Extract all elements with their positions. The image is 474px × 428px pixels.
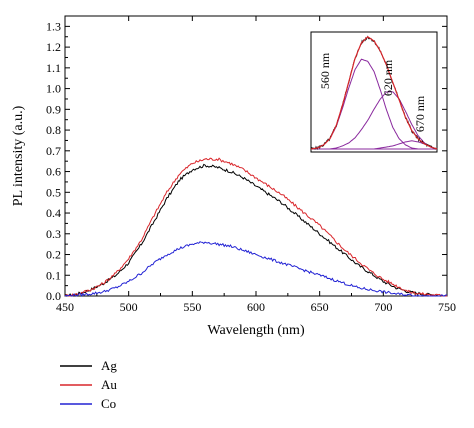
y-tick-label: 0.4 xyxy=(46,206,61,220)
series-layer xyxy=(64,157,448,297)
inset-deconvolution: 560 nm 620 nm 670 nm xyxy=(310,31,438,153)
y-tick-label: 0.5 xyxy=(46,185,61,199)
inset-peak-label-620: 620 nm xyxy=(381,59,395,96)
y-tick-label: 0.0 xyxy=(46,289,61,303)
x-tick-label: 600 xyxy=(247,300,265,314)
y-tick-label: 0.8 xyxy=(46,123,61,137)
y-tick-label: 0.7 xyxy=(46,144,61,158)
x-tick-label: 650 xyxy=(311,300,329,314)
y-tick-label: 1.0 xyxy=(46,82,61,96)
inset-envelope-curve xyxy=(310,36,438,150)
y-tick-label: 0.6 xyxy=(46,165,61,179)
y-tick-label: 0.9 xyxy=(46,102,61,116)
series-line-co xyxy=(64,241,447,297)
legend-label-ag: Ag xyxy=(101,358,117,373)
x-tick-label: 450 xyxy=(56,300,74,314)
inset-component-curve xyxy=(311,140,438,150)
inset-peak-label-560: 560 nm xyxy=(318,52,332,89)
series-line-ag xyxy=(64,163,448,297)
inset-curves xyxy=(310,35,438,150)
y-axis-title: PL intensity (a.u.) xyxy=(11,105,26,206)
y-tick-label: 1.2 xyxy=(46,40,61,54)
series-line-au xyxy=(64,157,447,297)
y-tick-label: 1.1 xyxy=(46,61,61,75)
legend-label-co: Co xyxy=(101,396,116,411)
y-tick-label: 0.3 xyxy=(46,227,61,241)
y-tick-label: 0.1 xyxy=(46,268,61,282)
x-tick-label: 550 xyxy=(183,300,201,314)
x-tick-label: 500 xyxy=(120,300,138,314)
x-axis-title: Wavelength (nm) xyxy=(207,323,305,338)
x-tick-label: 750 xyxy=(438,300,456,314)
x-tick-label: 700 xyxy=(374,300,392,314)
inset-frame xyxy=(310,31,438,153)
y-tick-label: 0.2 xyxy=(46,248,61,262)
y-axis-ticks: 0.0 0.1 0.2 0.3 0.4 0.5 0.6 0.7 0.8 0.9 1.0 1.1 1.2 1… xyxy=(46,19,447,303)
legend: Ag Au Co xyxy=(60,358,117,411)
inset-peak-label-670: 670 nm xyxy=(413,95,427,132)
x-axis-ticks: 450 500 550 600 650 700 750 xyxy=(56,16,456,314)
y-tick-label: 1.3 xyxy=(46,19,61,33)
legend-label-au: Au xyxy=(101,377,117,392)
